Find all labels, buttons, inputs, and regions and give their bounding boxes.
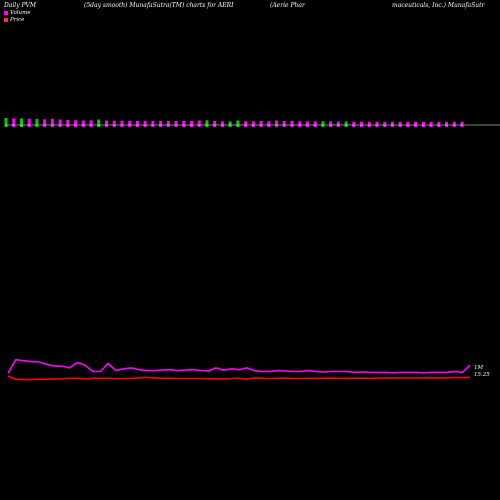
volume-bar	[112, 120, 116, 128]
volume-bar	[313, 121, 317, 127]
volume-bar	[375, 121, 379, 128]
volume-bar	[74, 120, 78, 128]
volume-bar	[367, 121, 371, 128]
volume-bar	[452, 121, 456, 128]
legend-volume-swatch	[4, 10, 8, 15]
volume-bar	[89, 120, 93, 128]
price-line-end-label: 15.25	[474, 372, 490, 378]
volume-bar	[12, 118, 16, 128]
volume-bar	[182, 120, 186, 128]
volume-bar	[429, 121, 433, 128]
volume-bar	[205, 120, 209, 128]
volume-bar	[159, 120, 163, 128]
legend-price-label: Price	[10, 17, 25, 23]
volume-bar	[97, 119, 101, 127]
volume-bar	[151, 121, 155, 127]
legend-price: Price	[4, 17, 24, 23]
volume-bar	[50, 118, 54, 128]
volume-bar	[352, 121, 356, 128]
volume-bar	[143, 120, 147, 128]
volume-bar	[81, 120, 85, 127]
legend-volume-label: Volume	[10, 10, 31, 16]
volume-bar	[197, 120, 201, 127]
volume-bar	[305, 121, 309, 127]
volume-bar	[251, 121, 255, 128]
volume-bar	[290, 120, 294, 128]
volume-line	[7, 358, 471, 374]
header-right-b: maceuticals, Inc.) MunafaSutr	[392, 2, 485, 9]
volume-bar	[414, 121, 418, 128]
volume-bar	[298, 121, 302, 128]
volume-bar	[20, 118, 23, 127]
volume-bar	[445, 121, 448, 128]
volume-bar	[437, 121, 441, 128]
volume-bar	[43, 119, 47, 128]
volume-bar	[58, 119, 62, 127]
volume-bar	[406, 121, 410, 128]
volume-bar	[360, 121, 363, 128]
volume-bar	[27, 118, 31, 128]
volume-bar	[390, 121, 394, 128]
volume-bar	[105, 120, 108, 127]
volume-bar	[66, 120, 70, 127]
volume-bar	[174, 121, 178, 127]
volume-bar	[259, 121, 263, 127]
volume-bar	[421, 121, 425, 128]
volume-bar	[321, 121, 325, 128]
volume-bar	[4, 118, 8, 127]
volume-bars	[4, 118, 464, 128]
volume-bar	[220, 121, 224, 128]
volume-bar	[213, 121, 217, 127]
legend-volume: Volume	[4, 10, 31, 16]
volume-bar	[166, 121, 170, 127]
volume-bar	[336, 121, 340, 127]
volume-bar	[267, 121, 271, 128]
volume-bar	[460, 121, 464, 128]
volume-line-end-label: 1M	[474, 365, 483, 371]
volume-bar	[35, 119, 39, 127]
volume-bar	[236, 120, 240, 127]
volume-bar	[398, 121, 402, 128]
legend-price-swatch	[4, 17, 8, 22]
volume-bar	[275, 120, 278, 127]
volume-bar	[190, 121, 193, 127]
header-left: Daily PVM	[4, 2, 37, 9]
header-center: (5day smooth) MunafaSutra(TM) charts for…	[84, 2, 234, 9]
header-right-a: (Aerie Phar	[270, 2, 305, 9]
volume-bar	[282, 121, 286, 127]
volume-bar	[120, 120, 124, 128]
volume-bar	[244, 121, 248, 128]
volume-bar	[128, 120, 132, 128]
volume-bar	[344, 121, 348, 127]
price-line	[7, 375, 471, 381]
volume-bar	[383, 121, 387, 128]
volume-bar	[329, 121, 333, 127]
volume-bar	[228, 121, 232, 127]
volume-bar	[135, 121, 139, 127]
